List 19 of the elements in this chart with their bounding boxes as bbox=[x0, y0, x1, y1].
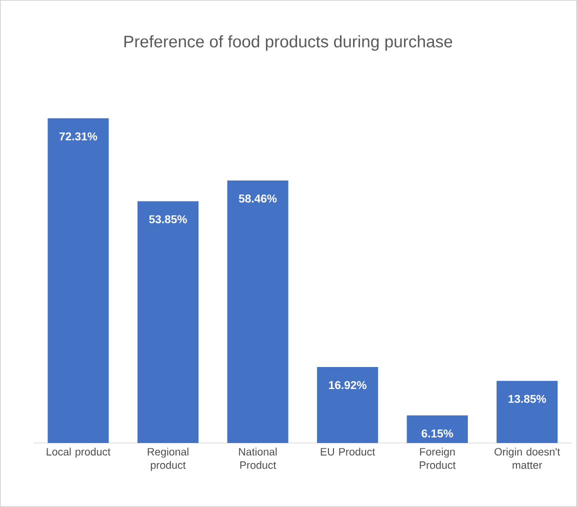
data-label: 58.46% bbox=[238, 194, 277, 203]
bar bbox=[496, 380, 558, 443]
x-tick-label: Foreign Product bbox=[420, 448, 456, 469]
data-label: 53.85% bbox=[149, 215, 187, 224]
x-tick-label: Regional product bbox=[148, 448, 188, 471]
x-tick-label: Origin doesn't matter bbox=[494, 448, 560, 469]
x-tick-label: National Product bbox=[239, 448, 277, 469]
data-label: 13.85% bbox=[508, 394, 546, 403]
data-label: 72.31% bbox=[59, 132, 98, 140]
bar bbox=[406, 415, 468, 443]
bar bbox=[48, 118, 109, 443]
x-tick-label: Local product bbox=[46, 448, 110, 458]
data-label: 16.92% bbox=[329, 381, 366, 390]
data-label: 6.15% bbox=[422, 429, 454, 438]
x-tick-label: EU Product bbox=[320, 448, 376, 456]
bar bbox=[137, 201, 199, 443]
chart-title: Preference of food products during purchase bbox=[124, 35, 452, 51]
bar bbox=[317, 367, 378, 443]
bar bbox=[227, 180, 288, 443]
